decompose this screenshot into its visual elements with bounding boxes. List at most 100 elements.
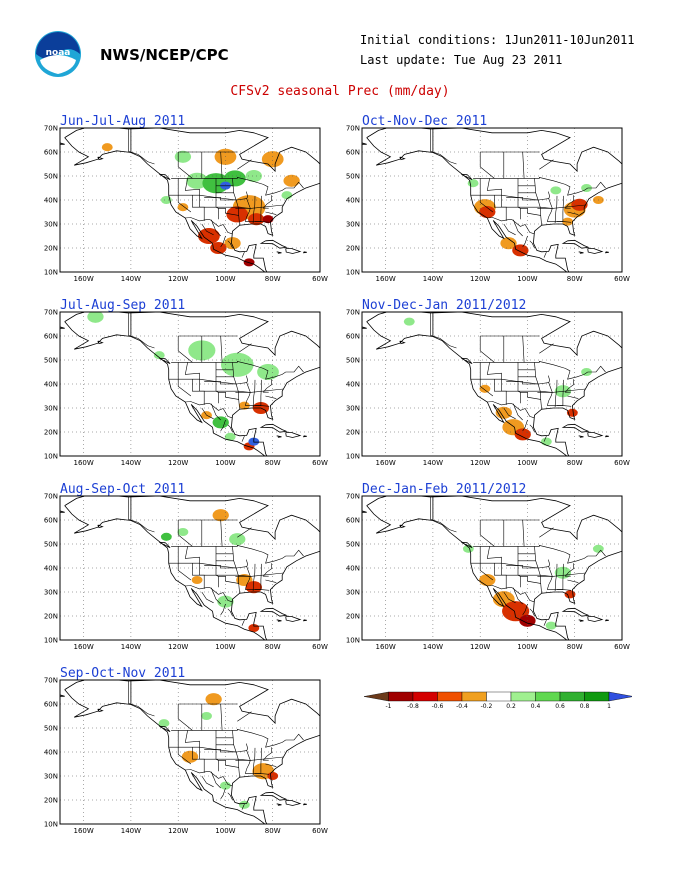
political-border (227, 240, 233, 249)
political-border (245, 589, 270, 591)
lon-tick-label: 160W (73, 827, 93, 835)
map: 70N 60N 50N 40N 30N 20N 10N 160W 140W 120W 100W 80W… (44, 309, 328, 468)
political-border (237, 159, 252, 170)
lat-tick-label: 20N (346, 613, 360, 621)
political-border (547, 405, 572, 407)
coastline (64, 312, 320, 456)
political-border (128, 681, 155, 717)
legend-label: 1 (607, 703, 611, 710)
legend-swatch (412, 691, 438, 702)
map: 70N 60N 50N 40N 30N 20N 10N 160W 140W 120W 100W 80W… (44, 677, 328, 836)
lat-tick-label: 70N (44, 493, 58, 501)
precip-anomaly (514, 428, 531, 441)
legend-swatch (559, 691, 585, 702)
lon-tick-label: 80W (265, 827, 281, 835)
coastline (64, 680, 320, 824)
lon-tick-label: 160W (375, 459, 395, 467)
political-border (430, 129, 457, 165)
lat-tick-label: 50N (44, 725, 58, 733)
political-border (547, 191, 553, 222)
panel-jja: Jun-Jul-Aug 2011 70N 60N 50N 40N 30N 20N 10N 16… (44, 114, 330, 298)
lon-tick-label: 140W (121, 827, 141, 835)
political-border (520, 392, 541, 400)
political-border (128, 313, 155, 349)
island-outline (60, 142, 65, 145)
precip-anomaly (87, 312, 104, 323)
island-outline (461, 173, 473, 180)
political-border (185, 217, 233, 235)
map-frame (361, 127, 623, 273)
lat-tick-label: 40N (44, 565, 58, 573)
island-outline (60, 326, 65, 329)
political-border (245, 405, 270, 407)
island-outline (399, 524, 406, 529)
map-frame (361, 495, 623, 641)
coastline (366, 128, 622, 272)
political-border (177, 336, 193, 363)
lat-tick-label: 40N (346, 381, 360, 389)
legend-label: -0.6 (432, 703, 444, 710)
political-border (184, 362, 205, 405)
panel-title: Sep-Oct-Nov 2011 (60, 666, 186, 681)
political-border (520, 576, 541, 584)
political-border (506, 565, 539, 569)
political-border (517, 546, 521, 588)
precip-anomaly (562, 217, 574, 226)
lat-tick-label: 50N (346, 541, 360, 549)
lat-tick-label: 20N (346, 429, 360, 437)
island-outline (259, 607, 288, 617)
political-border (262, 195, 272, 209)
lat-tick-label: 60N (346, 333, 360, 341)
political-border (567, 395, 579, 399)
island-outline (302, 435, 307, 438)
political-border (494, 195, 586, 209)
lat-tick-label: 10N (346, 637, 360, 645)
coastline-layer (60, 496, 320, 640)
political-border (494, 379, 586, 393)
political-border (220, 787, 226, 799)
coastline (366, 312, 622, 456)
lat-tick-label: 70N (44, 677, 58, 685)
lon-tick-label: 160W (73, 275, 93, 283)
political-border (543, 435, 547, 442)
lat-tick-label: 60N (44, 333, 58, 341)
political-border (522, 603, 528, 615)
legend-label: -0.2 (481, 703, 493, 710)
legend-label: -1 (386, 703, 392, 710)
island-outline (97, 708, 104, 713)
legend-swatch (363, 691, 389, 702)
lat-tick-label: 20N (346, 245, 360, 253)
island-outline (285, 248, 302, 254)
political-border (543, 251, 547, 258)
lat-tick-label: 60N (346, 149, 360, 157)
legend-swatch (608, 691, 632, 702)
panel-ndj: Nov-Dec-Jan 2011/2012 70N 60N 50N 40N 30N 20N… (346, 298, 632, 482)
precip-anomaly (191, 575, 203, 585)
precip-anomaly (205, 693, 222, 706)
political-border (262, 747, 272, 761)
political-border (201, 775, 214, 788)
political-border (220, 703, 223, 731)
political-border (473, 177, 606, 196)
political-border (177, 520, 193, 547)
island-outline (97, 340, 104, 345)
political-border (192, 195, 284, 209)
island-outline (587, 248, 604, 254)
island-outline (276, 803, 282, 806)
lon-tick-label: 160W (73, 643, 93, 651)
lat-tick-label: 20N (44, 429, 58, 437)
political-border (237, 711, 252, 722)
island-outline (578, 619, 584, 622)
panel-ond: Oct-Nov-Dec 2011 70N 60N 50N 40N 30N 20N 10N 16… (346, 114, 632, 298)
political-border (473, 545, 606, 564)
map-frame (361, 311, 623, 457)
lon-tick-label: 140W (121, 459, 141, 467)
political-border (184, 178, 205, 221)
coastline-layer (60, 312, 320, 456)
precip-anomaly (545, 621, 557, 630)
political-border (237, 527, 252, 538)
island-outline (97, 156, 104, 161)
lat-tick-label: 50N (346, 173, 360, 181)
political-border (252, 563, 256, 592)
political-border (252, 379, 256, 408)
